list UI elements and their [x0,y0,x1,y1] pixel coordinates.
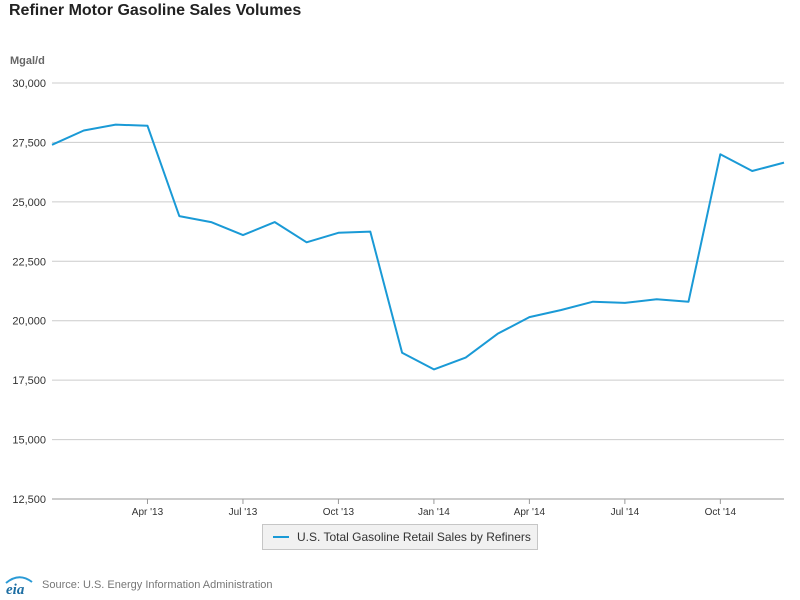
data-point[interactable] [208,219,214,225]
data-point[interactable] [749,168,755,174]
x-axis-ticks: Apr '13 Jul '13 Oct '13 Jan '14 Apr '14 Jul '… [132,499,737,518]
data-point[interactable] [335,230,341,236]
data-point[interactable] [144,123,150,129]
y-tick-label: 27,500 [12,137,46,149]
data-point[interactable] [81,128,87,134]
y-tick-label: 12,500 [12,494,46,506]
data-point[interactable] [717,151,723,157]
legend-series-label: U.S. Total Gasoline Retail Sales by Refi… [297,530,531,544]
data-point[interactable] [304,239,310,245]
y-tick-label: 25,000 [12,197,46,209]
y-tick-label: 22,500 [12,256,46,268]
chart-title: Refiner Motor Gasoline Sales Volumes [9,2,302,19]
svg-text:eia: eia [6,582,25,596]
x-tick-label: Jan '14 [418,507,450,518]
data-point[interactable] [431,366,437,372]
source-text: Source: U.S. Energy Information Administ… [42,579,273,591]
y-tick-label: 20,000 [12,316,46,328]
data-point[interactable] [240,232,246,238]
x-tick-label: Jul '13 [229,507,258,518]
x-tick-label: Apr '13 [132,507,164,518]
data-point[interactable] [686,299,692,305]
y-axis-ticks: 12,500 15,000 17,500 20,000 22,500 25,000 27,5… [12,78,46,506]
data-point[interactable] [654,296,660,302]
data-point[interactable] [367,229,373,235]
y-tick-label: 15,000 [12,435,46,447]
series-line[interactable] [51,123,785,371]
gridlines [52,82,784,500]
data-point[interactable] [49,142,55,148]
data-point[interactable] [463,355,469,361]
data-point[interactable] [781,160,787,166]
x-tick-label: Oct '14 [705,507,737,518]
x-tick-label: Jul '14 [611,507,640,518]
eia-logo-icon: eia [5,576,33,596]
legend-series-swatch [273,536,289,538]
data-point[interactable] [176,213,182,219]
legend[interactable]: U.S. Total Gasoline Retail Sales by Refi… [262,524,538,550]
data-point[interactable] [272,219,278,225]
series-layer [49,122,787,372]
data-point[interactable] [558,307,564,313]
y-tick-label: 17,500 [12,375,46,387]
data-point[interactable] [399,350,405,356]
data-point[interactable] [526,314,532,320]
x-tick-label: Oct '13 [323,507,355,518]
data-point[interactable] [590,299,596,305]
footer: eia Source: U.S. Energy Information Admi… [4,574,273,596]
x-tick-label: Apr '14 [514,507,546,518]
data-point[interactable] [622,300,628,306]
y-tick-label: 30,000 [12,78,46,90]
y-axis-units-label: Mgal/d [10,55,45,67]
data-point[interactable] [495,331,501,337]
data-point[interactable] [113,122,119,128]
